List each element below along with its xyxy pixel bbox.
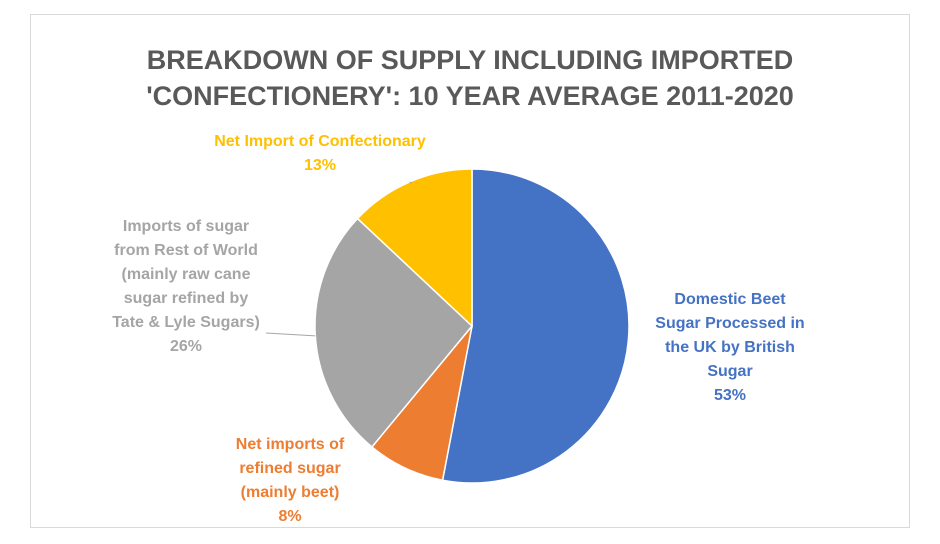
slice-label-line: Sugar Processed in	[655, 315, 805, 332]
slice-label-line: (mainly raw cane	[121, 266, 251, 283]
leader-lines	[265, 181, 413, 337]
chart-title: BREAKDOWN OF SUPPLY INCLUDING IMPORTED '…	[0, 42, 940, 114]
slice-label-line: refined sugar	[239, 460, 341, 477]
chart-title-line-2: 'CONFECTIONERY': 10 YEAR AVERAGE 2011-20…	[146, 81, 794, 111]
slice-percent-label: 13%	[303, 157, 337, 174]
slice-label-line: Sugar	[707, 363, 753, 380]
pie-slices	[314, 168, 630, 484]
slice-label-line: Domestic Beet	[674, 291, 786, 308]
leader-line-imports-rest-of-world	[265, 332, 316, 337]
leader-line-net-import-confectionary	[409, 181, 413, 184]
slice-label-line: (mainly beet)	[240, 484, 340, 501]
slice-label-line: Net imports of	[235, 436, 345, 453]
slice-label-net-imports-refined: Net imports of refined sugar (mainly bee…	[190, 433, 390, 529]
slice-label-line: the UK by British	[665, 339, 795, 356]
slice-label-line: from Rest of World	[114, 242, 258, 259]
pie-slice-domestic-beet	[441, 168, 630, 484]
slice-label-imports-rest-of-world: Imports of sugar from Rest of World (mai…	[86, 215, 286, 359]
slice-label-net-import-confectionary: Net Import of Confectionary 13%	[170, 130, 470, 178]
chart-title-line-1: BREAKDOWN OF SUPPLY INCLUDING IMPORTED	[146, 45, 794, 75]
slice-label-domestic-beet: Domestic Beet Sugar Processed in the UK …	[630, 288, 830, 408]
slice-percent-label: 8%	[278, 508, 302, 525]
slice-label-line: Imports of sugar	[122, 218, 250, 235]
slice-percent-label: 53%	[713, 387, 747, 404]
pie-slice-imports-rest-of-world	[314, 217, 474, 449]
slice-percent-label: 26%	[169, 338, 203, 355]
slice-label-line: Tate & Lyle Sugars)	[112, 314, 260, 331]
slice-label-line: sugar refined by	[123, 290, 249, 307]
slice-label-line: Net Import of Confectionary	[214, 133, 426, 150]
